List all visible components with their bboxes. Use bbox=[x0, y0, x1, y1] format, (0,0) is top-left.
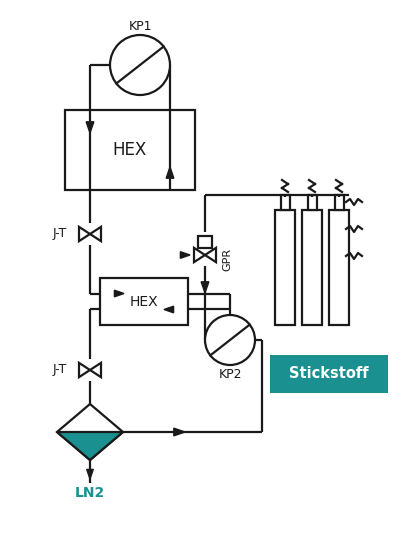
Text: Stickstoff: Stickstoff bbox=[289, 366, 369, 381]
Bar bbox=[270, 355, 388, 393]
Polygon shape bbox=[174, 428, 185, 436]
Circle shape bbox=[205, 315, 255, 365]
Bar bbox=[198, 236, 212, 248]
Polygon shape bbox=[90, 363, 101, 377]
Polygon shape bbox=[166, 167, 174, 178]
Bar bbox=[275, 210, 295, 325]
Text: J-T: J-T bbox=[53, 228, 67, 241]
Bar bbox=[100, 278, 188, 325]
Polygon shape bbox=[205, 248, 216, 262]
Polygon shape bbox=[90, 227, 101, 241]
Polygon shape bbox=[164, 306, 174, 313]
Bar bbox=[329, 210, 349, 325]
Polygon shape bbox=[86, 122, 94, 133]
Text: J-T: J-T bbox=[53, 364, 67, 377]
Polygon shape bbox=[194, 248, 205, 262]
Polygon shape bbox=[180, 252, 190, 258]
Polygon shape bbox=[201, 282, 209, 293]
Text: HEX: HEX bbox=[130, 294, 158, 308]
Bar bbox=[65, 110, 195, 190]
Polygon shape bbox=[114, 290, 124, 297]
Text: KP2: KP2 bbox=[218, 368, 242, 381]
Text: KP1: KP1 bbox=[128, 19, 152, 32]
Bar bbox=[302, 210, 322, 325]
Polygon shape bbox=[87, 470, 93, 479]
Polygon shape bbox=[57, 432, 123, 460]
Text: GPR: GPR bbox=[222, 247, 232, 270]
Polygon shape bbox=[79, 227, 90, 241]
Bar bbox=[308, 195, 316, 210]
Text: HEX: HEX bbox=[113, 141, 147, 159]
Text: LN2: LN2 bbox=[75, 486, 105, 500]
Polygon shape bbox=[79, 363, 90, 377]
Bar bbox=[280, 195, 290, 210]
Bar bbox=[334, 195, 344, 210]
Polygon shape bbox=[57, 404, 123, 460]
Circle shape bbox=[110, 35, 170, 95]
